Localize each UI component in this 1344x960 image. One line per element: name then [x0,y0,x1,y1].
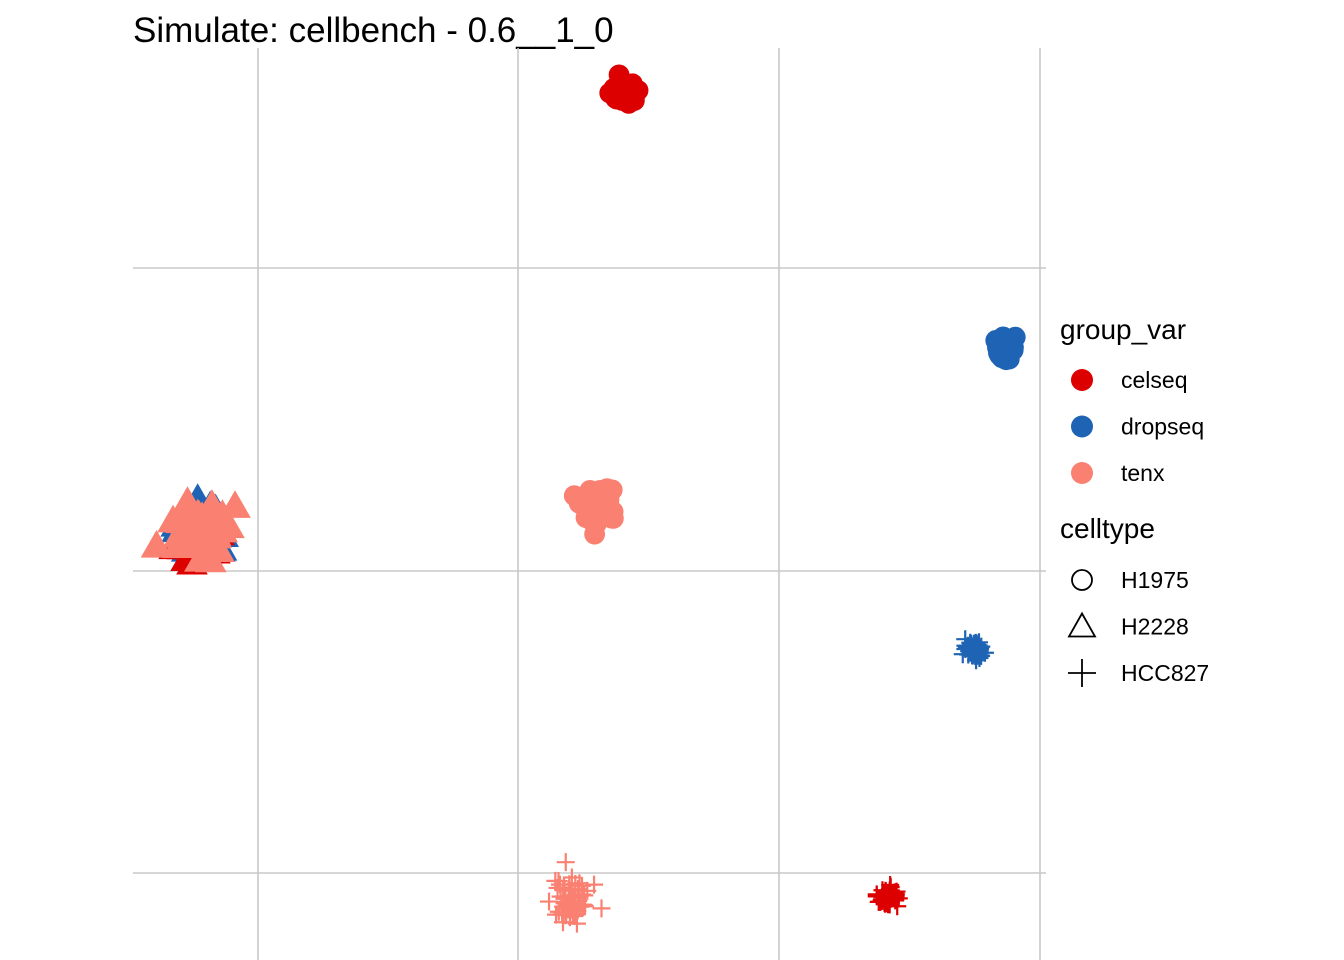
data-point-tenx-hcc827 [547,905,566,924]
data-point-celseq-hcc827 [880,882,899,901]
legend-key-tenx [1071,462,1093,484]
data-point-tenx-h1975 [601,479,623,501]
shape-legend-title: celltype [1060,513,1155,544]
data-point-celseq-h1975 [605,87,626,109]
data-point-celseq-hcc827 [873,890,892,909]
data-point-tenx-h2228 [193,495,226,524]
data-point-tenx-hcc827 [569,880,588,899]
data-point-tenx-h2228 [207,510,240,538]
chart-title: Simulate: cellbench - 0.6__1_0 [133,11,614,50]
data-point-tenx-hcc827 [560,875,579,894]
legend-label-tenx: tenx [1121,460,1165,486]
data-point-celseq-hcc827 [882,884,901,903]
data-point-tenx-h2228 [219,490,251,518]
data-point-tenx-hcc827 [568,899,587,918]
data-point-dropseq-hcc827 [969,633,988,652]
data-point-tenx-hcc827 [540,892,559,911]
data-point-tenx-h2228 [172,517,205,546]
legend-key-h1975 [1071,569,1093,591]
data-point-tenx-h2228 [140,530,173,558]
data-point-tenx-h2228 [184,544,216,572]
legend-label-celseq: celseq [1121,367,1187,393]
grid [133,48,1046,960]
data-point-tenx-hcc827 [560,908,579,927]
data-point-tenx-hcc827 [556,853,575,872]
legend: group_var celseq dropseq tenx celltype H19… [1060,314,1209,687]
legend-label-h1975: H1975 [1121,567,1189,593]
data-point-tenx-hcc827 [578,881,597,900]
legend-key-h2228 [1067,611,1097,638]
data-point-tenx-h1975 [574,497,596,518]
shape-legend-items: H1975 H2228 HCC827 [1067,567,1209,687]
data-point-tenx-h2228 [171,486,204,514]
data-point-tenx-hcc827 [592,899,611,918]
legend-key-celseq [1071,369,1093,391]
data-point-dropseq-hcc827 [965,643,984,662]
data-point-dropseq-h1975 [1000,338,1021,360]
data-point-tenx-hcc827 [555,889,574,908]
data-points [140,64,1026,933]
legend-label-hcc827: HCC827 [1121,660,1209,686]
legend-label-dropseq: dropseq [1121,414,1204,440]
color-legend-title: group_var [1060,314,1186,345]
color-legend-items: celseq dropseq tenx [1071,367,1204,486]
legend-key-hcc827 [1068,659,1096,687]
legend-key-dropseq [1071,415,1093,438]
legend-label-h2228: H2228 [1121,614,1189,640]
